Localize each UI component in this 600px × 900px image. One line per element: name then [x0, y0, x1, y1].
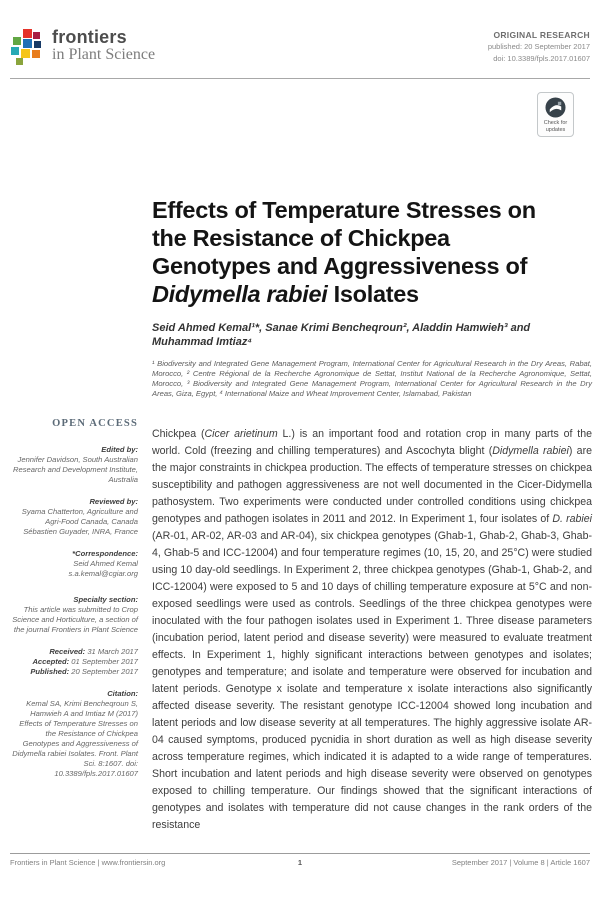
footer-issue-info: September 2017 | Volume 8 | Article 1607 — [451, 858, 590, 867]
doi-text: doi: 10.3389/fpls.2017.01607 — [493, 54, 590, 63]
journal-name: frontiers in Plant Science — [52, 28, 155, 68]
article-type-label: ORIGINAL RESEARCH — [493, 30, 590, 40]
main-column: Effects of Temperature Stresses on the R… — [152, 196, 592, 834]
footer-journal-url: Frontiers in Plant Science | www.frontie… — [10, 858, 166, 867]
title-line-2: the Resistance of Chickpea — [152, 225, 450, 251]
crossmark-icon — [545, 97, 566, 118]
article-meta: ORIGINAL RESEARCH published: 20 Septembe… — [488, 30, 590, 64]
affiliations: ¹ Biodiversity and Integrated Gene Manag… — [152, 359, 592, 398]
correspondence-name: Seid Ahmed Kemal — [73, 559, 138, 568]
edited-by-text: Jennifer Davidson, South Australian Rese… — [13, 455, 138, 484]
check-for-updates-button[interactable]: Check for updates — [537, 92, 574, 137]
title-line-4: Didymella rabiei Isolates — [152, 281, 419, 307]
logo-journal-title: in Plant Science — [52, 46, 156, 63]
published-date: published: 20 September 2017 — [487, 42, 590, 51]
footer-divider — [10, 853, 590, 854]
accepted-date: 01 September 2017 — [69, 657, 138, 666]
frontiers-logo-icon — [11, 29, 41, 65]
received-line: Received: 31 March 2017 — [10, 647, 138, 657]
reviewed-by-label: Reviewed by: — [89, 497, 138, 506]
specialty-section-block: Specialty section: This article was subm… — [10, 595, 138, 635]
correspondence-block: *Correspondence: Seid Ahmed Kemal s.a.ke… — [10, 549, 138, 579]
edited-by-label: Edited by: — [101, 445, 138, 454]
reviewed-by-block: Reviewed by: Syama Chatterton, Agricultu… — [10, 497, 138, 537]
citation-text: Kemal SA, Krimi Bencheqroun S, Hamwieh A… — [12, 699, 138, 778]
reviewer-2: Sébastien Guyader, INRA, France — [23, 527, 138, 536]
dates-block: Received: 31 March 2017 Accepted: 01 Sep… — [10, 647, 138, 677]
abstract-text: Chickpea (Cicer arietinum L.) is an impo… — [152, 428, 593, 831]
reviewer-1: Syama Chatterton, Agriculture and Agri-F… — [21, 507, 138, 526]
received-label: Received: — [49, 647, 86, 656]
frontiers-logo: frontiers in Plant Science — [10, 28, 155, 68]
open-access-label: OPEN ACCESS — [52, 418, 138, 429]
accepted-label: Accepted: — [32, 657, 70, 666]
author-list: Seid Ahmed Kemal¹*, Sanae Krimi Bencheqr… — [152, 322, 531, 348]
accepted-line: Accepted: 01 September 2017 — [10, 657, 138, 667]
specialty-section-label: Specialty section: — [73, 595, 138, 604]
page-number: 1 — [297, 858, 303, 867]
citation-block: Citation: Kemal SA, Krimi Bencheqroun S,… — [10, 689, 138, 779]
correspondence-email-link[interactable]: s.a.kemal@cgiar.org — [68, 569, 138, 578]
logo-wordmark: frontiers — [52, 27, 127, 47]
header-divider — [10, 78, 590, 79]
correspondence-label: *Correspondence: — [72, 549, 138, 558]
title-line-3: Genotypes and Aggressiveness of — [152, 253, 528, 279]
edited-by-block: Edited by: Jennifer Davidson, South Aust… — [10, 445, 138, 485]
received-date: 31 March 2017 — [85, 647, 138, 656]
citation-label: Citation: — [107, 689, 138, 698]
journal-header: frontiers in Plant Science ORIGINAL RESE… — [10, 28, 590, 74]
check-updates-line1: Check for — [543, 120, 568, 126]
check-updates-label: Check for updates — [544, 120, 568, 133]
check-updates-line2: updates — [545, 126, 566, 133]
page-title: Effects of Temperature Stresses on the R… — [152, 196, 592, 308]
article-info-sidebar: OPEN ACCESS Edited by: Jennifer Davidson… — [10, 418, 138, 791]
title-line-1: Effects of Temperature Stresses on — [152, 197, 536, 223]
specialty-section-text: This article was submitted to Crop Scien… — [12, 605, 138, 634]
published-line: Published: 20 September 2017 — [10, 667, 138, 677]
published-label: Published: — [30, 667, 70, 676]
published-date-sidebar: 20 September 2017 — [69, 667, 138, 676]
